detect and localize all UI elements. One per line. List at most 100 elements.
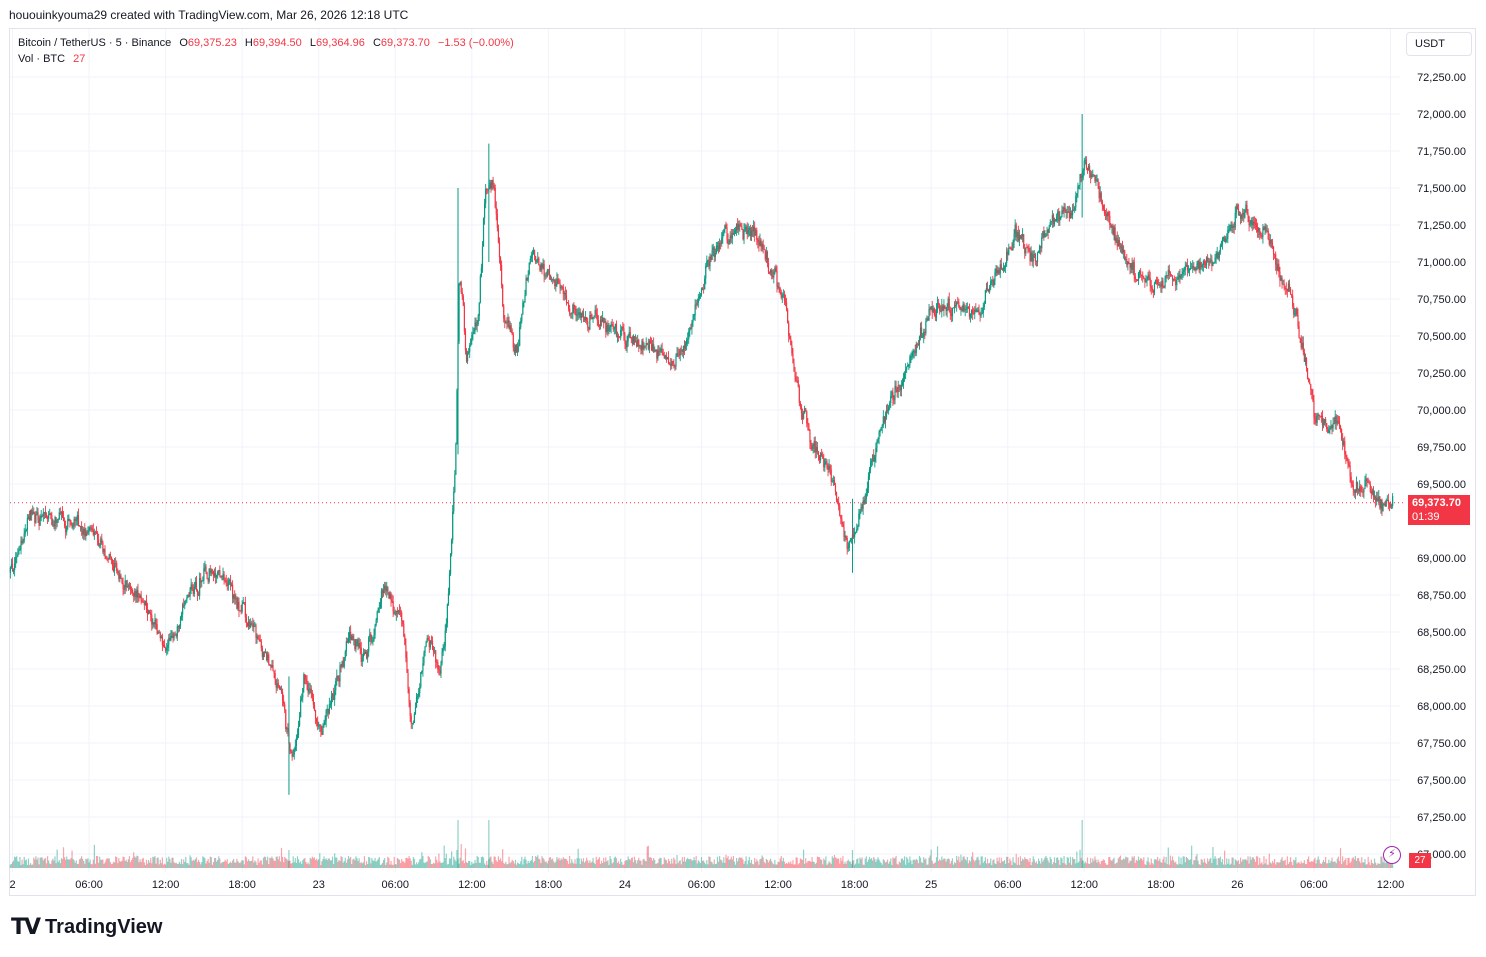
candle-body xyxy=(1068,211,1070,219)
candle-body xyxy=(263,652,266,653)
volume-bar xyxy=(137,856,139,868)
candle-body xyxy=(274,673,276,680)
volume-bar xyxy=(791,864,793,868)
candle-body xyxy=(1167,270,1169,277)
candle-body xyxy=(12,569,15,572)
candle-body xyxy=(905,369,907,374)
candle-body xyxy=(1294,314,1296,316)
candle-body xyxy=(1301,342,1303,348)
candle-body xyxy=(880,427,882,430)
candle-body xyxy=(1319,415,1321,417)
candle-body xyxy=(214,572,217,578)
volume-bar xyxy=(124,860,126,868)
candle-body xyxy=(283,700,285,705)
volume-bar xyxy=(1087,863,1090,868)
volume-bar xyxy=(1284,859,1286,868)
volume-bar xyxy=(1088,863,1091,868)
volume-bar xyxy=(907,858,909,868)
volume-bar xyxy=(50,863,52,868)
volume-bar xyxy=(253,862,255,868)
candle-body xyxy=(1377,497,1379,502)
candle-body xyxy=(260,641,262,649)
candle-body xyxy=(527,274,529,281)
candle-body xyxy=(413,713,416,723)
volume-bar xyxy=(295,862,297,868)
volume-bar xyxy=(325,858,327,868)
volume-bar xyxy=(420,858,422,868)
candle-body xyxy=(687,339,689,340)
volume-bar xyxy=(1084,861,1086,868)
price-axis[interactable]: 72,250.0072,000.0071,750.0071,500.0071,2… xyxy=(1417,72,1466,861)
legend-volume-label[interactable]: Vol · BTC xyxy=(18,53,66,65)
candle-body xyxy=(944,305,946,309)
lightning-icon[interactable]: ⚡ xyxy=(1383,846,1401,864)
candle-body xyxy=(469,345,471,352)
candle-body xyxy=(841,518,843,525)
candle-body xyxy=(471,335,473,339)
candle-body xyxy=(932,308,934,313)
volume-bar xyxy=(305,862,307,868)
candle-body xyxy=(461,292,463,297)
volume-bar xyxy=(274,861,276,868)
candle-body xyxy=(849,539,851,541)
time-axis[interactable]: 2 06:00 12:00 18:00 23 06:00 12:00 18:00 24 06:00… xyxy=(9,879,1404,891)
candle-body xyxy=(667,357,670,364)
candle-body xyxy=(535,256,537,262)
candle-body xyxy=(666,357,669,360)
volume-bar xyxy=(333,863,335,868)
candle-body xyxy=(629,332,631,338)
volume-bar xyxy=(962,856,964,868)
volume-bar xyxy=(205,863,207,868)
volume-bar xyxy=(653,858,655,868)
volume-bar xyxy=(491,861,493,868)
volume-bar xyxy=(746,864,748,868)
candle-body xyxy=(419,687,421,694)
volume-bar xyxy=(1008,863,1010,868)
volume-bar xyxy=(1114,864,1116,868)
candle-body xyxy=(947,298,949,308)
candle-body xyxy=(746,226,748,235)
candle-body xyxy=(52,525,54,526)
currency-button[interactable]: USDT xyxy=(1406,32,1472,56)
volume-bar xyxy=(1317,856,1319,868)
volume-bar xyxy=(1170,860,1173,868)
candle-body xyxy=(660,348,662,351)
volume-bar xyxy=(501,861,503,868)
candle-body xyxy=(792,353,794,363)
volume-bar xyxy=(865,856,867,868)
candle-body xyxy=(64,521,66,527)
candle-body xyxy=(730,235,732,239)
volume-bar xyxy=(680,864,682,868)
volume-bar xyxy=(1188,860,1191,868)
legend-symbol[interactable]: Bitcoin / TetherUS · 5 · Binance xyxy=(18,37,172,49)
candle-body xyxy=(986,287,989,290)
volume-bar xyxy=(830,863,832,868)
candle-body xyxy=(1093,174,1095,177)
candle-body xyxy=(1118,239,1120,246)
candle-body xyxy=(324,720,326,725)
candle-body xyxy=(77,515,80,526)
candle-body xyxy=(352,635,354,641)
volume-bar xyxy=(900,858,902,868)
candle-body xyxy=(1266,230,1268,232)
volume-bar xyxy=(883,860,885,868)
volume-bar xyxy=(503,862,505,868)
volume-bar xyxy=(1287,863,1290,868)
candle-body xyxy=(69,518,71,522)
candle-body xyxy=(1113,227,1115,235)
volume-bar xyxy=(1155,859,1158,868)
candle-body xyxy=(376,611,378,621)
candle-body xyxy=(342,661,344,668)
candle-body xyxy=(504,318,506,323)
candle-body xyxy=(315,718,318,722)
candle-body xyxy=(33,511,35,514)
volume-bar xyxy=(437,862,439,868)
volume-bar xyxy=(1036,863,1039,868)
volume-bar xyxy=(777,862,779,868)
candle-body xyxy=(294,745,296,751)
candle-body xyxy=(863,500,865,504)
volume-bar xyxy=(1065,864,1067,868)
candle-body xyxy=(979,314,981,316)
volume-bar xyxy=(917,863,920,868)
